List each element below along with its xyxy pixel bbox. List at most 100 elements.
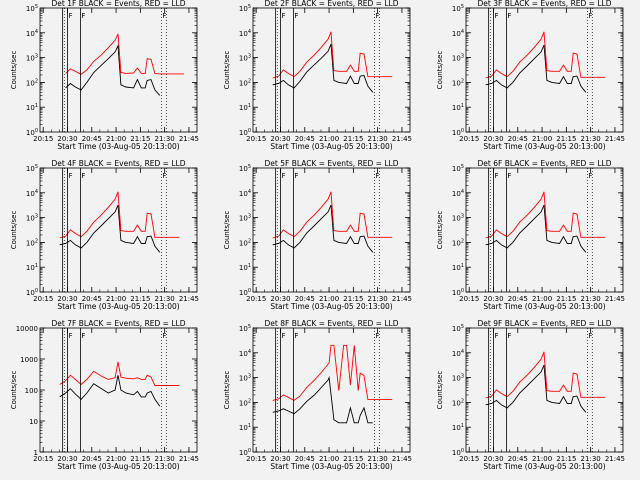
y-tick-label: 103: [26, 214, 38, 223]
plot-frame: [465, 167, 624, 293]
lld-series-line: [59, 361, 180, 386]
x-tick-label: 21:45: [605, 455, 625, 463]
x-tick-label: 21:30: [368, 455, 388, 463]
chart-panel-3: F F F 100 101 102 103 104 105 20:15 20:30 20:45 21:0…: [436, 0, 625, 151]
x-tick-label: 21:30: [155, 295, 175, 303]
x-tick-label: 21:45: [179, 455, 199, 463]
x-axis-label: Start Time (03-Aug-05 20:13:00): [483, 462, 605, 471]
y-axis-label: Counts/sec: [436, 211, 444, 250]
y-tick-label: 102: [26, 78, 38, 87]
y-tick-label: 103: [239, 214, 251, 223]
y-tick-label: 102: [239, 78, 251, 87]
y-axis-label: Counts/sec: [10, 51, 18, 90]
y-tick-label: 100: [239, 128, 251, 137]
x-axis-label: Start Time (03-Aug-05 20:13:00): [57, 302, 179, 311]
x-tick-label: 20:30: [270, 295, 290, 303]
x-tick-label: 21:00: [106, 135, 126, 143]
x-tick-label: 21:30: [155, 455, 175, 463]
flag-label: F: [375, 332, 379, 340]
y-tick-label: 100: [452, 288, 464, 297]
x-tick-label: 20:30: [57, 135, 77, 143]
flag-label: F: [68, 332, 72, 340]
x-tick-label: 21:45: [605, 295, 625, 303]
lld-series-line: [65, 33, 185, 75]
y-tick-label: 103: [239, 54, 251, 63]
y-tick-label: 102: [26, 238, 38, 247]
flag-label: F: [281, 172, 285, 180]
x-tick-label: 21:45: [179, 295, 199, 303]
y-tick-label: 10: [29, 418, 38, 426]
y-tick-label: 104: [239, 189, 251, 198]
y-tick-label: 101: [452, 103, 464, 112]
x-tick-label: 21:45: [392, 295, 412, 303]
y-tick-label: 100: [239, 448, 251, 457]
x-tick-label: 21:15: [130, 135, 150, 143]
y-tick-label: 102: [452, 398, 464, 407]
chart-panel-6: F F F 100 101 102 103 104 105 20:15 20:30 20:45 21:0…: [436, 159, 625, 311]
flag-label: F: [281, 12, 285, 20]
x-axis-label: Start Time (03-Aug-05 20:13:00): [483, 302, 605, 311]
x-tick-label: 21:00: [106, 295, 126, 303]
x-tick-label: 20:30: [57, 295, 77, 303]
x-tick-label: 20:15: [33, 295, 53, 303]
flag-label: F: [375, 172, 379, 180]
y-tick-label: 102: [239, 238, 251, 247]
x-tick-label: 20:30: [483, 295, 503, 303]
flag-label: F: [494, 172, 498, 180]
x-tick-label: 20:30: [270, 135, 290, 143]
flag-label: F: [588, 12, 592, 20]
x-tick-label: 20:45: [295, 295, 315, 303]
chart-title: Det 5F BLACK = Events, RED = LLD: [265, 159, 399, 168]
flag-label: F: [162, 12, 166, 20]
events-series-line: [272, 204, 374, 253]
chart-title: Det 3F BLACK = Events, RED = LLD: [478, 0, 612, 8]
x-tick-label: 20:15: [246, 135, 266, 143]
y-axis-label: Counts/sec: [223, 51, 231, 90]
plot-frame: [465, 7, 624, 133]
x-tick-label: 20:45: [508, 295, 528, 303]
y-tick-label: 105: [452, 4, 464, 13]
x-tick-label: 20:45: [508, 135, 528, 143]
x-tick-label: 21:00: [319, 455, 339, 463]
y-tick-label: 104: [239, 29, 251, 38]
flag-label: F: [81, 332, 85, 340]
y-tick-label: 102: [239, 398, 251, 407]
y-tick-label: 105: [26, 164, 38, 173]
plot-frame: [39, 7, 198, 133]
y-tick-label: 105: [239, 164, 251, 173]
x-tick-label: 20:15: [459, 455, 479, 463]
y-tick-label: 101: [26, 103, 38, 112]
y-tick-label: 101: [239, 103, 251, 112]
y-tick-label: 104: [452, 349, 464, 358]
flag-label: F: [507, 332, 511, 340]
plot-frame: [39, 327, 198, 453]
plot-frame: [252, 7, 411, 133]
x-tick-label: 21:30: [155, 135, 175, 143]
y-axis-label: Counts/sec: [436, 51, 444, 90]
flag-label: F: [494, 332, 498, 340]
lld-series-line: [485, 31, 606, 79]
x-tick-label: 21:00: [532, 455, 552, 463]
x-tick-label: 21:30: [581, 135, 601, 143]
plot-frame: [465, 327, 624, 453]
lld-series-line: [59, 191, 180, 239]
saa-region: [374, 328, 380, 452]
y-tick-label: 103: [239, 374, 251, 383]
x-tick-label: 21:45: [179, 135, 199, 143]
flag-label: F: [162, 332, 166, 340]
x-tick-label: 20:45: [508, 455, 528, 463]
x-axis-label: Start Time (03-Aug-05 20:13:00): [483, 142, 605, 151]
x-tick-label: 20:45: [295, 455, 315, 463]
x-tick-label: 20:45: [82, 455, 102, 463]
flag-label: F: [507, 172, 511, 180]
y-tick-label: 104: [239, 349, 251, 358]
x-axis-label: Start Time (03-Aug-05 20:13:00): [270, 302, 392, 311]
chart-title: Det 8F BLACK = Events, RED = LLD: [265, 319, 399, 328]
y-tick-label: 102: [452, 238, 464, 247]
events-series-line: [485, 204, 587, 253]
lld-series-line: [272, 344, 393, 401]
y-axis-label: Counts/sec: [223, 211, 231, 250]
x-tick-label: 20:15: [459, 135, 479, 143]
x-tick-label: 21:45: [392, 455, 412, 463]
x-tick-label: 21:45: [605, 135, 625, 143]
